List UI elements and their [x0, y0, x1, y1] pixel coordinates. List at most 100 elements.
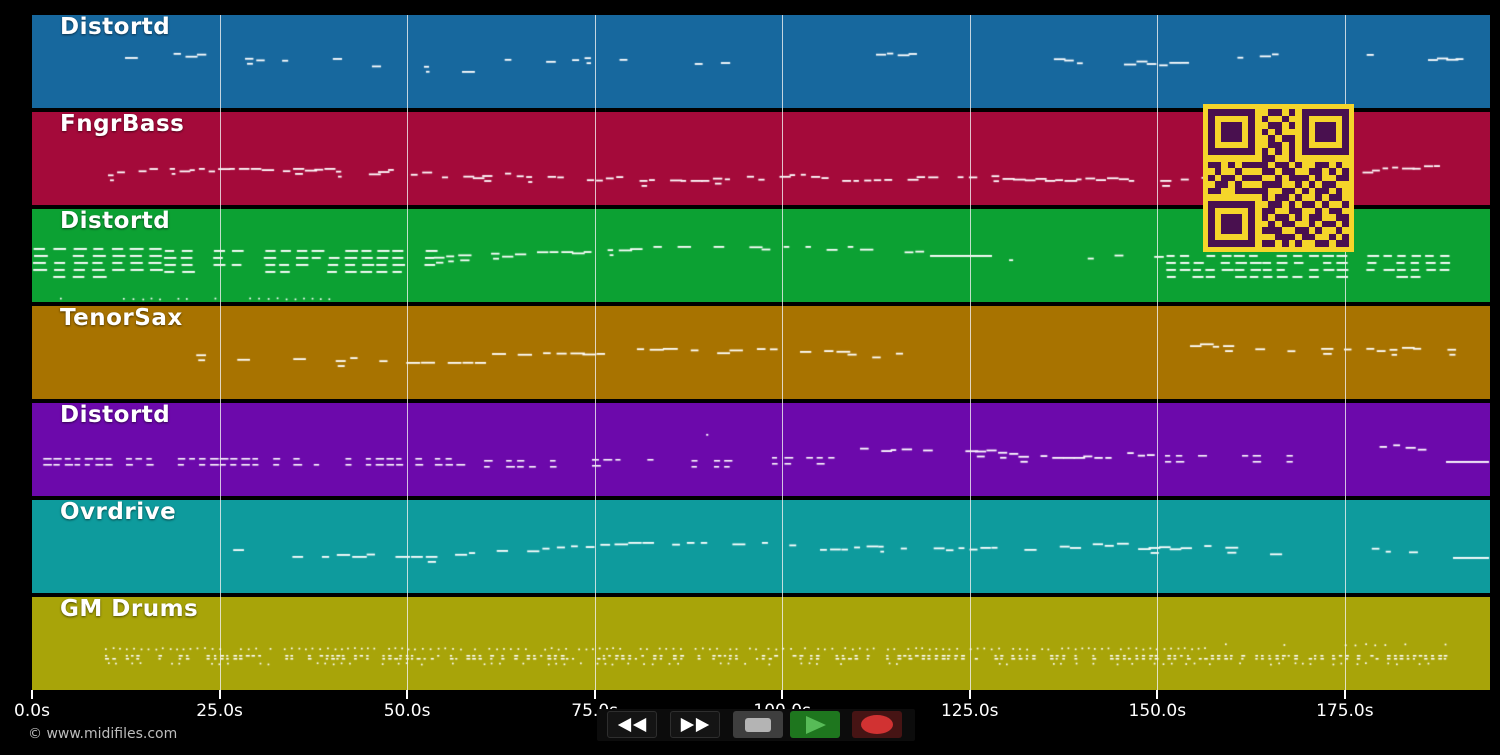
- qr-module: [1221, 142, 1228, 149]
- qr-module: [1315, 116, 1322, 123]
- track-label: Distortd: [60, 402, 171, 428]
- qr-module: [1328, 233, 1336, 241]
- qr-module: [1248, 201, 1255, 208]
- qr-module: [1281, 168, 1289, 175]
- qr-module: [1328, 168, 1336, 175]
- qr-module: [1255, 187, 1262, 195]
- qr-module: [1214, 187, 1222, 195]
- qr-module: [1315, 194, 1323, 201]
- track-lane[interactable]: TenorSax: [32, 305, 1490, 399]
- qr-module: [1342, 201, 1349, 208]
- qr-module: [1208, 194, 1215, 201]
- rewind-button[interactable]: [607, 711, 657, 738]
- qr-module: [1322, 187, 1329, 195]
- qr-module: [1288, 220, 1296, 228]
- qr-module: [1275, 141, 1282, 149]
- play-button[interactable]: [790, 711, 840, 738]
- qr-module: [1228, 174, 1235, 182]
- qr-module: [1228, 128, 1235, 136]
- qr-module: [1315, 234, 1322, 241]
- qr-module: [1281, 115, 1289, 123]
- qr-module: [1221, 174, 1229, 182]
- qr-module: [1208, 161, 1215, 169]
- qr-module: [1275, 208, 1282, 215]
- note-canvas: [32, 597, 1490, 690]
- qr-module: [1275, 128, 1282, 136]
- qr-module: [1215, 194, 1222, 201]
- qr-module: [1235, 234, 1242, 241]
- qr-module: [1241, 240, 1249, 247]
- qr-module: [1342, 233, 1349, 241]
- qr-module: [1342, 214, 1349, 221]
- record-button[interactable]: [852, 711, 902, 738]
- axis-tick-label: 150.0s: [1128, 701, 1187, 721]
- qr-module: [1248, 240, 1255, 247]
- qr-module: [1261, 115, 1269, 123]
- track-lane[interactable]: GM Drums: [32, 596, 1490, 690]
- qr-module: [1295, 227, 1302, 234]
- qr-module: [1235, 208, 1242, 215]
- fast-forward-button[interactable]: [670, 711, 720, 738]
- qr-module: [1295, 142, 1302, 149]
- qr-module: [1281, 161, 1289, 169]
- qr-module: [1255, 234, 1262, 241]
- qr-module: [1289, 240, 1296, 247]
- qr-module: [1288, 233, 1296, 241]
- qr-module: [1221, 162, 1228, 169]
- qr-module: [1248, 141, 1255, 149]
- qr-module: [1268, 234, 1275, 241]
- qr-module: [1275, 214, 1282, 221]
- note-canvas: [32, 306, 1490, 399]
- qr-module: [1282, 142, 1289, 149]
- qr-module: [1328, 109, 1336, 116]
- track-lane[interactable]: Distortd: [32, 402, 1490, 496]
- qr-module: [1228, 116, 1235, 123]
- qr-module: [1215, 234, 1222, 241]
- gridline: [407, 15, 409, 690]
- qr-module: [1261, 214, 1269, 221]
- qr-module: [1228, 161, 1235, 169]
- qr-module: [1268, 220, 1276, 228]
- qr-module: [1261, 194, 1269, 201]
- track-label: FngrBass: [60, 111, 185, 137]
- qr-module: [1275, 233, 1282, 241]
- qr-module: [1342, 240, 1349, 247]
- qr-module: [1302, 221, 1309, 228]
- qr-module: [1208, 233, 1215, 241]
- qr-module: [1288, 207, 1296, 215]
- qr-module: [1242, 116, 1249, 123]
- qr-module: [1309, 208, 1316, 215]
- qr-module: [1315, 240, 1323, 247]
- qr-module: [1228, 227, 1235, 234]
- qr-module: [1214, 240, 1222, 247]
- qr-module: [1234, 148, 1242, 155]
- qr-module: [1208, 135, 1215, 142]
- qr-module: [1248, 109, 1255, 116]
- qr-module: [1309, 129, 1316, 136]
- qr-module: [1214, 168, 1222, 175]
- qr-module: [1335, 227, 1343, 234]
- axis-tick-label: 50.0s: [383, 701, 431, 721]
- qr-module: [1295, 194, 1302, 201]
- qr-module: [1309, 188, 1316, 195]
- qr-module: [1335, 214, 1343, 221]
- track-lane[interactable]: Ovrdrive: [32, 499, 1490, 593]
- qr-module: [1289, 129, 1296, 136]
- gridline: [782, 15, 784, 690]
- qr-module: [1234, 168, 1242, 175]
- qr-module: [1221, 194, 1228, 201]
- qr-module: [1235, 162, 1242, 169]
- qr-module: [1281, 214, 1289, 221]
- qr-module: [1288, 122, 1296, 129]
- note-canvas: [32, 500, 1490, 593]
- stop-button[interactable]: [733, 711, 783, 738]
- qr-module: [1329, 175, 1336, 182]
- qr-module: [1255, 194, 1262, 201]
- qr-module: [1255, 116, 1262, 123]
- track-lane[interactable]: Distortd: [32, 14, 1490, 108]
- qr-module: [1335, 148, 1343, 155]
- qr-module: [1275, 181, 1282, 188]
- qr-module: [1281, 240, 1289, 247]
- qr-module: [1342, 115, 1349, 123]
- qr-module: [1281, 220, 1289, 228]
